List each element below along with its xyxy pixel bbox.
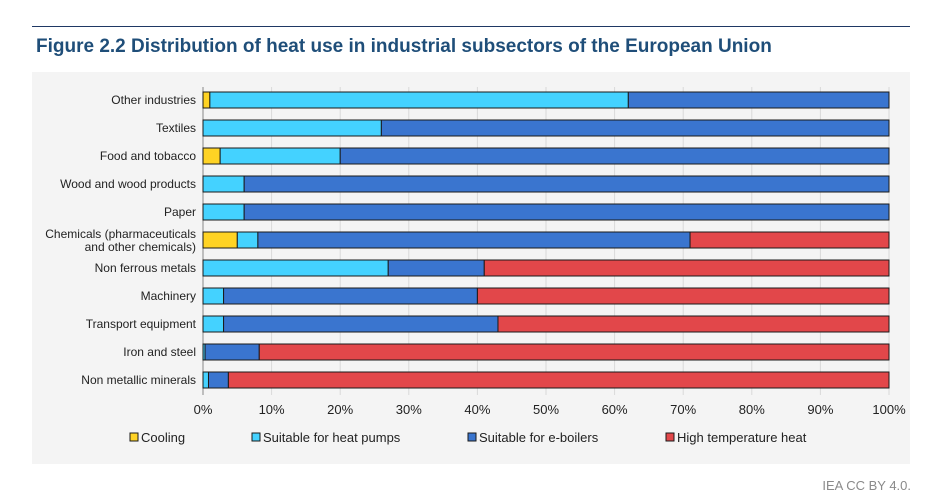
- bar-segment: [689, 231, 890, 249]
- bar-segment: [207, 371, 229, 389]
- category-label: Iron and steel: [123, 345, 196, 359]
- bar-segment: [204, 343, 260, 361]
- bar-segment: [497, 315, 890, 333]
- bar-segment: [387, 259, 485, 277]
- bar-segment: [258, 343, 890, 361]
- x-tick-label: 70%: [670, 402, 696, 417]
- x-tick-label: 40%: [464, 402, 490, 417]
- category-label: Chemicals (pharmaceuticals and other chem…: [45, 227, 196, 254]
- category-label: Non metallic minerals: [81, 373, 196, 387]
- bar-segment: [202, 371, 209, 389]
- category-label: Machinery: [141, 289, 196, 303]
- x-tick-label: 80%: [739, 402, 765, 417]
- x-tick-label: 100%: [872, 402, 906, 417]
- category-label: Transport equipment: [86, 317, 197, 331]
- bar-segment: [202, 315, 225, 333]
- legend-label: High temperature heat: [677, 430, 807, 445]
- bar-segment: [483, 259, 890, 277]
- legend-label: Cooling: [141, 430, 185, 445]
- category-label: Food and tobacco: [100, 149, 196, 163]
- category-label: Textiles: [156, 121, 196, 135]
- bar-segment: [243, 203, 890, 221]
- bar-segment: [223, 287, 478, 305]
- bar-segment: [243, 175, 890, 193]
- bar-segment: [202, 231, 238, 249]
- category-label: Paper: [164, 205, 196, 219]
- title-rule: [32, 26, 910, 27]
- bar-segment: [202, 147, 221, 165]
- bar-segment: [202, 259, 389, 277]
- bar-segment: [380, 119, 890, 137]
- bar-segment: [227, 371, 890, 389]
- legend-label: Suitable for e-boilers: [479, 430, 599, 445]
- bar-segment: [202, 119, 382, 137]
- legend-label: Suitable for heat pumps: [263, 430, 401, 445]
- category-label: Wood and wood products: [60, 177, 196, 191]
- x-tick-label: 30%: [396, 402, 422, 417]
- bar-segment: [476, 287, 890, 305]
- x-tick-label: 50%: [533, 402, 559, 417]
- bar-segment: [257, 231, 691, 249]
- bar-segment: [202, 287, 225, 305]
- x-tick-label: 0%: [194, 402, 213, 417]
- x-tick-label: 60%: [602, 402, 628, 417]
- bar-segment: [202, 203, 245, 221]
- legend-swatch: [665, 432, 675, 442]
- bar-segment: [202, 91, 211, 109]
- legend-swatch: [251, 432, 261, 442]
- credit: IEA CC BY 4.0.: [822, 478, 911, 493]
- bar-segment: [202, 175, 245, 193]
- figure-title: Figure 2.2 Distribution of heat use in i…: [36, 36, 772, 57]
- x-tick-label: 90%: [807, 402, 833, 417]
- bar-segment: [339, 147, 890, 165]
- bar-segment: [236, 231, 259, 249]
- bar-segment: [209, 91, 629, 109]
- category-label: Non ferrous metals: [95, 261, 196, 275]
- x-tick-label: 20%: [327, 402, 353, 417]
- legend-swatch: [129, 432, 139, 442]
- x-tick-label: 10%: [259, 402, 285, 417]
- bar-segment: [223, 315, 499, 333]
- bar-segment: [219, 147, 341, 165]
- bar-segment: [627, 91, 890, 109]
- legend-swatch: [467, 432, 477, 442]
- category-label: Other industries: [111, 93, 196, 107]
